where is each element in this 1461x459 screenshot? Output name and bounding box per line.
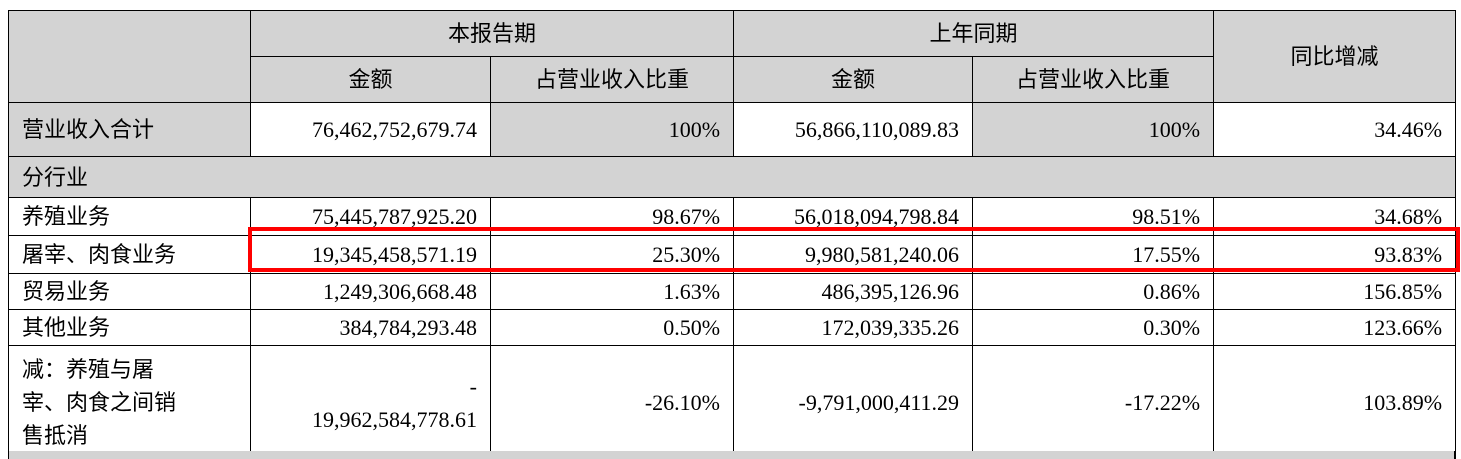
cell-prior-ratio: 17.55% (972, 235, 1215, 274)
cell-prior-amount: 56,866,110,089.83 (733, 102, 974, 157)
section-label: 分行业 (7, 156, 1457, 198)
row-total-revenue: 营业收入合计 76,462,752,679.74 100% 56,866,110… (8, 102, 1457, 157)
cell-yoy: 34.68% (1213, 197, 1457, 236)
cell-current-amount: 75,445,787,925.20 (250, 197, 491, 236)
header-yoy-change: 同比增减 (1213, 10, 1457, 103)
row-label: 减：养殖与屠 宰、肉食之间销 售抵消 (8, 345, 251, 459)
header-row-subcolumns: 金额 占营业收入比重 金额 占营业收入比重 (9, 56, 1456, 103)
row-label: 养殖业务 (8, 197, 251, 236)
header-current-ratio: 占营业收入比重 (489, 56, 735, 103)
row-label: 屠宰、肉食业务 (8, 235, 251, 274)
cell-current-ratio: -26.10% (489, 345, 735, 459)
cell-yoy: 93.83% (1213, 235, 1457, 274)
header-row-groups: 本报告期 上年同期 同比增减 (8, 10, 1457, 103)
row-trading-business: 贸易业务 1,249,306,668.48 1.63% 486,395,126.… (8, 273, 1457, 310)
row-section-by-industry: 分行业 (7, 156, 1457, 198)
cell-prior-amount: 172,039,335.26 (733, 309, 974, 346)
cell-prior-amount: 486,395,126.96 (733, 273, 974, 310)
cell-prior-ratio: 0.30% (972, 309, 1215, 346)
cell-current-amount: - 19,962,584,778.61 (250, 345, 491, 459)
cell-current-amount: 384,784,293.48 (250, 309, 491, 346)
cell-prior-ratio: 100% (972, 102, 1215, 157)
cell-prior-ratio: 0.86% (972, 273, 1215, 310)
row-label: 其他业务 (8, 309, 251, 346)
row-breeding-business: 养殖业务 75,445,787,925.20 98.67% 56,018,094… (8, 197, 1457, 236)
cell-current-ratio: 98.67% (489, 197, 735, 236)
row-other-business: 其他业务 384,784,293.48 0.50% 172,039,335.26… (8, 309, 1457, 346)
cell-current-ratio: 100% (489, 102, 735, 157)
cell-yoy: 34.46% (1213, 102, 1457, 157)
revenue-by-industry-table: 本报告期 上年同期 同比增减 金额 占营业收入比重 金额 占营业收入比重 营业收… (7, 10, 1457, 459)
cell-yoy: 156.85% (1213, 273, 1457, 310)
cell-current-ratio: 0.50% (489, 309, 735, 346)
cell-yoy: 123.66% (1213, 309, 1457, 346)
row-slaughter-meat-business: 屠宰、肉食业务 19,345,458,571.19 25.30% 9,980,5… (8, 235, 1457, 274)
row-intersegment-elimination: 减：养殖与屠 宰、肉食之间销 售抵消 - 19,962,584,778.61 -… (8, 345, 1457, 459)
corner-cell (8, 10, 251, 103)
next-row-clipped-strip (8, 451, 1455, 459)
header-prior-amount: 金额 (733, 56, 974, 103)
cell-prior-amount: -9,791,000,411.29 (733, 345, 974, 459)
row-label: 营业收入合计 (8, 102, 251, 157)
cell-prior-amount: 9,980,581,240.06 (733, 235, 974, 274)
cell-current-ratio: 1.63% (489, 273, 735, 310)
cell-prior-ratio: -17.22% (972, 345, 1215, 459)
header-current-amount: 金额 (250, 56, 491, 103)
header-prior-period: 上年同期 (733, 10, 1215, 57)
header-prior-ratio: 占营业收入比重 (972, 56, 1215, 103)
cell-current-ratio: 25.30% (489, 235, 735, 274)
cell-current-amount: 1,249,306,668.48 (250, 273, 491, 310)
header-current-period: 本报告期 (249, 10, 735, 57)
cell-prior-amount: 56,018,094,798.84 (733, 197, 974, 236)
cell-yoy: 103.89% (1213, 345, 1457, 459)
cell-prior-ratio: 98.51% (972, 197, 1215, 236)
row-label: 贸易业务 (8, 273, 251, 310)
cell-current-amount: 19,345,458,571.19 (250, 235, 491, 274)
cell-current-amount: 76,462,752,679.74 (250, 102, 491, 157)
